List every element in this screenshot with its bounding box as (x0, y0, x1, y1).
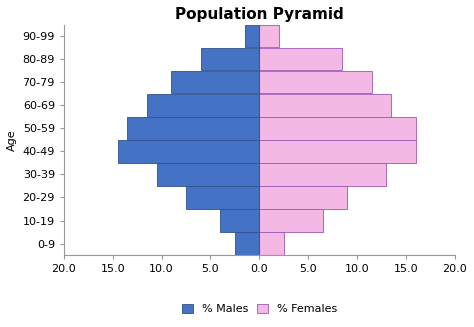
Bar (259, 25, 279, 47)
Bar (118, 140, 259, 163)
Bar (220, 209, 259, 232)
Bar (201, 48, 259, 70)
Bar (128, 117, 259, 140)
Bar (259, 232, 284, 255)
Bar (259, 48, 342, 70)
Legend: % Males, % Females: % Males, % Females (182, 304, 337, 314)
Y-axis label: Age: Age (7, 129, 17, 151)
Bar (172, 71, 259, 94)
Bar (259, 186, 347, 209)
Bar (235, 232, 259, 255)
Bar (259, 209, 323, 232)
Bar (245, 25, 259, 47)
Title: Population Pyramid: Population Pyramid (175, 7, 344, 22)
Bar (186, 186, 259, 209)
Bar (259, 117, 416, 140)
Bar (147, 94, 259, 116)
Bar (157, 163, 259, 186)
Bar (259, 163, 386, 186)
Bar (259, 94, 391, 116)
Bar (259, 71, 372, 94)
Bar (259, 140, 416, 163)
